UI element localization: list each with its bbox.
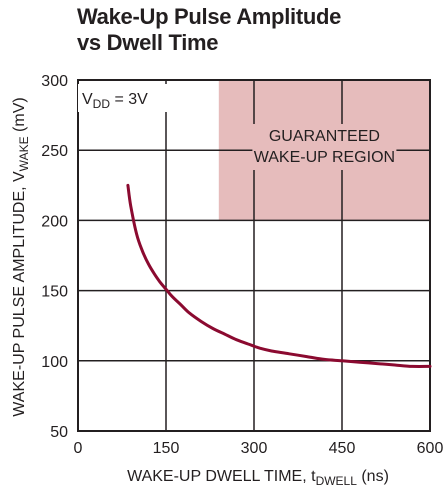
x-axis-label-unit: (ns): [357, 468, 389, 485]
guaranteed-region-label: GUARANTEED WAKE-UP REGION: [252, 124, 396, 170]
x-tick-label-3: 450: [329, 440, 356, 457]
region-label-line-1: GUARANTEED: [269, 128, 380, 145]
x-tick-label-1: 150: [153, 440, 180, 457]
condition-main: V: [82, 91, 93, 108]
y-tick-label-3: 200: [41, 213, 68, 230]
x-axis-label-main: WAKE-UP DWELL TIME, t: [127, 468, 316, 485]
y-tick-label-5: 300: [41, 73, 68, 90]
x-tick-label-4: 600: [417, 440, 444, 457]
condition-annotation: VDD = 3V: [78, 84, 172, 112]
region-label-line-2: WAKE-UP REGION: [254, 149, 395, 166]
condition-sub: DD: [93, 97, 111, 111]
y-axis-label-main: WAKE-UP PULSE AMPLITUDE, V: [11, 171, 28, 417]
y-tick-label-0: 50: [50, 424, 68, 441]
y-tick-label-4: 250: [41, 143, 68, 160]
condition-rest: = 3V: [110, 91, 148, 108]
x-tick-label-2: 300: [241, 440, 268, 457]
y-axis-label: WAKE-UP PULSE AMPLITUDE, VWAKE (mV): [11, 97, 31, 416]
x-tick-label-0: 0: [74, 440, 83, 457]
y-tick-label-1: 100: [41, 354, 68, 371]
y-axis-label-sub: WAKE: [17, 136, 31, 171]
x-axis-label-sub: DWELL: [316, 474, 358, 488]
y-axis-label-unit: (mV): [11, 97, 28, 136]
y-tick-label-2: 150: [41, 284, 68, 301]
x-axis-label: WAKE-UP DWELL TIME, tDWELL (ns): [127, 468, 389, 488]
